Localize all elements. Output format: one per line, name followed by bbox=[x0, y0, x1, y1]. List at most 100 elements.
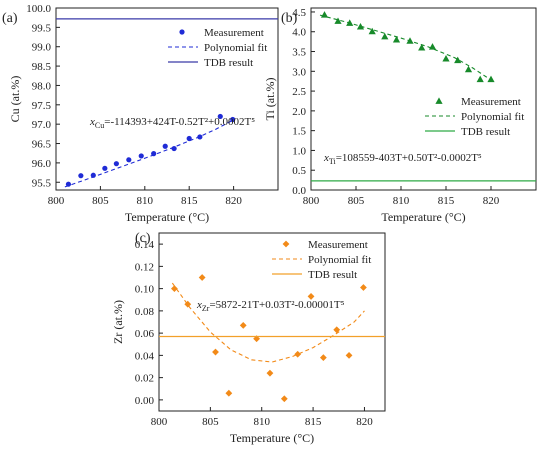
x-tick-label: 800 bbox=[151, 416, 168, 428]
legend-marker bbox=[435, 97, 443, 104]
y-tick-label: 4.0 bbox=[292, 27, 306, 39]
measurement-point bbox=[171, 145, 177, 152]
equation-variable: x bbox=[323, 152, 329, 164]
measurement-point bbox=[381, 32, 389, 40]
y-tick-label: 1.0 bbox=[292, 145, 306, 157]
measurement-point bbox=[428, 43, 437, 50]
y-tick-label: 99.5 bbox=[32, 22, 52, 34]
y-tick-label: 96.5 bbox=[32, 139, 52, 151]
measurement-point bbox=[294, 350, 302, 358]
x-axis-title: Temperature (°C) bbox=[125, 210, 209, 224]
x-tick-label: 805 bbox=[202, 416, 219, 428]
legend-marker bbox=[179, 29, 185, 35]
equation-variable: x bbox=[89, 116, 95, 128]
measurement-point bbox=[476, 75, 484, 83]
legend: Measurement Polynomial fit TDB result bbox=[272, 239, 371, 281]
y-tick-label: 2.5 bbox=[292, 86, 306, 98]
legend: Measurement Polynomial fit TDB result bbox=[168, 27, 267, 69]
measurement-point bbox=[392, 36, 401, 43]
y-tick-label: 95.5 bbox=[32, 177, 52, 189]
equation-subscript: Zr bbox=[202, 304, 210, 313]
measurement-point bbox=[442, 55, 450, 62]
y-tick-label: 0.02 bbox=[135, 373, 154, 385]
measurement-point bbox=[65, 181, 72, 187]
x-tick-label: 805 bbox=[348, 195, 365, 207]
fit-equation: xCu=-114393+424T-0.52T²+0.0002T⁵ bbox=[89, 116, 255, 130]
measurement-point bbox=[102, 165, 108, 171]
measurement-point bbox=[333, 326, 341, 334]
y-tick-label: 96.0 bbox=[32, 158, 52, 170]
equation-variable: x bbox=[196, 299, 202, 311]
measurement-point bbox=[162, 143, 168, 149]
x-tick-label: 820 bbox=[225, 195, 242, 207]
measurement-point bbox=[418, 43, 426, 51]
measurement-point bbox=[138, 153, 144, 159]
polynomial-fit-line bbox=[319, 14, 492, 81]
fit-equation: xTi=108559-403T+0.50T²-0.0002T⁵ bbox=[323, 152, 482, 166]
equation-body: =108559-403T+0.50T²-0.0002T⁵ bbox=[336, 152, 482, 164]
plot-frame bbox=[55, 7, 279, 191]
panel-c: (c) 800 805 810 815 820 0.00 0.02 0.04 0.06 0.08 0.… bbox=[111, 231, 386, 445]
x-tick-label: 815 bbox=[181, 195, 198, 207]
y-axis-title: Ti (at.%) bbox=[263, 78, 277, 121]
measurement-point bbox=[368, 27, 376, 35]
y-axis-title: Cu (at.%) bbox=[8, 76, 22, 123]
y-tick-label: 3.0 bbox=[292, 66, 306, 78]
measurement-point bbox=[212, 348, 219, 356]
legend-label: Measurement bbox=[204, 27, 264, 39]
legend-label: TDB result bbox=[308, 269, 357, 281]
x-tick-label: 810 bbox=[393, 195, 410, 207]
measurement-point bbox=[198, 274, 206, 281]
y-tick-label: 0.5 bbox=[292, 165, 306, 177]
equation-body: =5872-21T+0.03T²-0.00001T⁵ bbox=[209, 299, 344, 311]
panel-label: (b) bbox=[281, 11, 298, 26]
y-tick-label: 1.5 bbox=[292, 126, 306, 138]
measurement-point bbox=[280, 395, 288, 403]
measurement-point bbox=[184, 300, 192, 308]
panel-label: (c) bbox=[135, 231, 151, 246]
polynomial-fit-line bbox=[64, 119, 234, 188]
plot-frame bbox=[158, 232, 386, 412]
y-tick-label: 98.0 bbox=[32, 80, 52, 92]
x-tick-label: 805 bbox=[92, 195, 109, 207]
x-tick-label: 800 bbox=[303, 195, 320, 207]
legend-marker bbox=[282, 240, 290, 248]
measurement-point bbox=[217, 113, 223, 120]
measurement-point bbox=[171, 285, 178, 293]
x-tick-label: 815 bbox=[305, 416, 322, 428]
y-tick-label: 100.0 bbox=[26, 3, 51, 15]
measurement-point bbox=[334, 17, 342, 24]
y-tick-label: 0.04 bbox=[135, 350, 155, 362]
measurement-point bbox=[239, 321, 247, 329]
y-tick-label: 0.12 bbox=[135, 261, 154, 273]
y-tick-label: 97.0 bbox=[32, 119, 52, 131]
legend-label: Measurement bbox=[308, 239, 368, 251]
y-tick-label: 0.10 bbox=[135, 284, 155, 296]
panel-label: (a) bbox=[2, 11, 18, 26]
x-tick-label: 820 bbox=[483, 195, 500, 207]
measurement-point bbox=[266, 369, 274, 377]
x-tick-label: 810 bbox=[253, 416, 270, 428]
measurement-point bbox=[464, 65, 473, 73]
equation-subscript: Cu bbox=[95, 121, 104, 130]
x-axis-title: Temperature (°C) bbox=[381, 210, 465, 224]
fit-equation: xZr=5872-21T+0.03T²-0.00001T⁵ bbox=[196, 299, 345, 313]
legend-label: Polynomial fit bbox=[204, 42, 267, 54]
measurement-point bbox=[225, 389, 233, 397]
legend-label: TDB result bbox=[461, 126, 510, 138]
polynomial-fit-line bbox=[171, 282, 365, 363]
y-tick-label: 0.14 bbox=[135, 239, 155, 251]
x-tick-label: 810 bbox=[137, 195, 154, 207]
measurement-point bbox=[113, 161, 119, 167]
measurement-point bbox=[487, 75, 495, 83]
y-tick-label: 3.5 bbox=[292, 47, 306, 59]
measurement-point bbox=[78, 173, 84, 179]
x-tick-label: 820 bbox=[356, 416, 373, 428]
measurement-point bbox=[319, 354, 327, 361]
legend: Measurement Polynomial fit TDB result bbox=[425, 96, 524, 138]
y-tick-label: 2.0 bbox=[292, 106, 306, 118]
y-tick-label: 97.5 bbox=[32, 100, 52, 112]
x-axis-title: Temperature (°C) bbox=[230, 431, 314, 445]
y-tick-label: 0.0 bbox=[292, 185, 306, 197]
